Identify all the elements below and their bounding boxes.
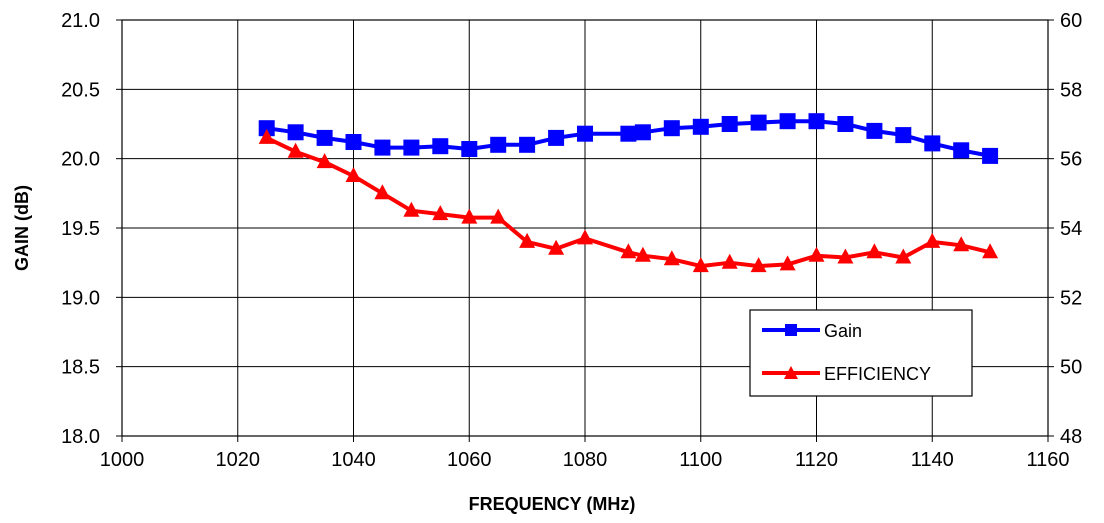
right-y-axis-ticks: 48 50 52 54 56 58 60: [1048, 10, 1082, 448]
x-axis-ticks: 1000 1020 1040 1060 1080 1100 1120 1140 1160: [100, 436, 1070, 471]
efficiency-point: [866, 243, 883, 259]
x-tick-label: 1020: [216, 449, 261, 471]
efficiency-point: [692, 257, 709, 273]
gain-point: [837, 116, 854, 132]
gain-point: [577, 125, 593, 142]
gain-point: [953, 142, 970, 159]
efficiency-point: [982, 243, 999, 259]
y2-tick-label: 48: [1060, 426, 1082, 448]
efficiency-point: [779, 255, 796, 271]
gain-point: [374, 139, 391, 156]
y-tick-label: 18.5: [61, 357, 100, 379]
x-tick-label: 1120: [795, 449, 838, 471]
efficiency-point: [287, 142, 304, 158]
x-axis-title: FREQUENCY (MHz): [469, 494, 636, 514]
gain-point: [779, 113, 796, 130]
y-tick-label: 20.5: [61, 79, 100, 101]
x-tick-label: 1000: [100, 449, 145, 471]
efficiency-point: [750, 257, 767, 273]
gain-point: [721, 116, 738, 132]
efficiency-point: [808, 246, 825, 262]
gain-point: [432, 138, 449, 155]
legend-gain-label: Gain: [824, 321, 862, 341]
gain-point: [895, 127, 912, 144]
x-tick-label: 1060: [447, 449, 492, 471]
efficiency-point: [432, 205, 449, 221]
y-tick-label: 20.0: [61, 149, 100, 171]
grid: [122, 20, 1048, 436]
gain-point: [403, 139, 420, 156]
gain-point: [490, 136, 507, 153]
left-y-axis-ticks: 18.0 18.5 19.0 19.5 20.0 20.5 21.0: [61, 10, 122, 448]
gain-point: [808, 113, 825, 130]
gain-point: [866, 122, 883, 139]
efficiency-point: [548, 239, 565, 255]
efficiency-point: [519, 232, 536, 248]
y-tick-label: 19.0: [61, 287, 100, 309]
efficiency-point: [634, 246, 651, 262]
gain-point: [461, 141, 478, 157]
efficiency-point: [316, 153, 333, 169]
x-tick-label: 1140: [911, 449, 954, 471]
y-tick-label: 18.0: [61, 426, 100, 448]
x-tick-label: 1160: [1026, 449, 1069, 471]
efficiency-point: [374, 184, 391, 200]
gain-point: [519, 136, 536, 153]
efficiency-point: [490, 208, 507, 224]
gain-point: [982, 147, 999, 164]
efficiency-point: [837, 248, 854, 264]
efficiency-point: [461, 208, 478, 224]
legend-efficiency-label: EFFICIENCY: [824, 364, 931, 384]
series-group: [258, 113, 999, 273]
efficiency-point: [577, 229, 593, 245]
efficiency-point: [721, 253, 738, 269]
gain-point: [316, 129, 333, 146]
gain-point: [258, 120, 275, 137]
x-tick-label: 1040: [331, 449, 376, 471]
y2-tick-label: 60: [1060, 10, 1082, 32]
gain-point: [924, 135, 941, 152]
y2-tick-label: 54: [1060, 218, 1082, 240]
y-tick-label: 21.0: [61, 10, 100, 32]
gain-point: [287, 124, 304, 141]
efficiency-point: [620, 243, 637, 259]
efficiency-point: [953, 236, 970, 252]
efficiency-point: [345, 167, 362, 182]
gain-point: [620, 125, 637, 142]
gain-point: [345, 134, 362, 150]
gain-point: [750, 114, 767, 131]
x-tick-label: 1080: [563, 449, 608, 471]
efficiency-point: [895, 248, 912, 264]
gain-point: [692, 118, 709, 135]
y2-tick-label: 52: [1060, 287, 1082, 309]
efficiency-point: [403, 201, 420, 217]
gain-point: [634, 124, 651, 141]
efficiency-point: [258, 128, 275, 144]
x-tick-label: 1100: [679, 449, 722, 471]
gain-point: [548, 129, 565, 146]
y2-tick-label: 56: [1060, 149, 1082, 171]
legend-efficiency-marker: [784, 366, 798, 379]
y-tick-label: 19.5: [61, 218, 100, 240]
legend-gain-marker: [785, 324, 797, 336]
legend: Gain EFFICIENCY: [749, 309, 973, 397]
y2-tick-label: 58: [1060, 79, 1082, 101]
efficiency-point: [663, 250, 680, 266]
efficiency-point: [924, 232, 941, 248]
y-axis-title: GAIN (dB): [12, 185, 32, 271]
gain-point: [663, 120, 680, 137]
y2-tick-label: 50: [1060, 357, 1082, 379]
